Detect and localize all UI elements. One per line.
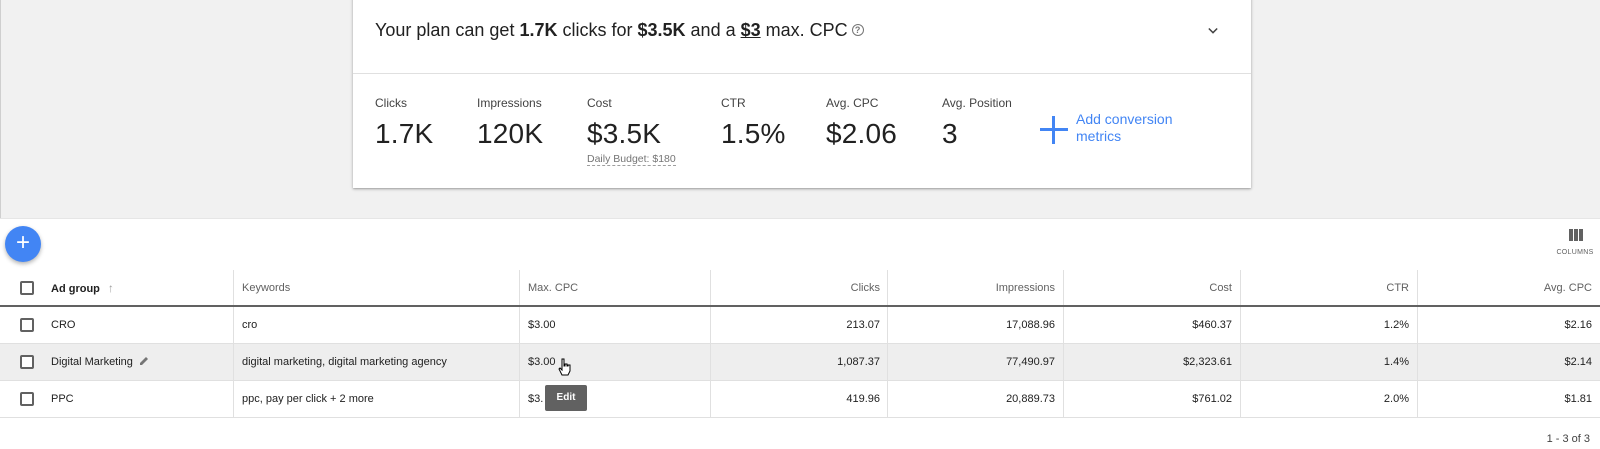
header-impressions[interactable]: Impressions (888, 270, 1064, 305)
row-select (0, 381, 44, 417)
plan-header[interactable]: Your plan can get 1.7K clicks for $3.5K … (353, 0, 1251, 74)
cell-clicks: 419.96 (711, 381, 888, 417)
cell-ctr: 1.2% (1241, 307, 1418, 343)
edit-tooltip: Edit (545, 385, 587, 411)
cell-avg-cpc: $2.14 (1564, 356, 1592, 368)
plan-title-mid2: and a (685, 20, 741, 40)
hand-cursor-icon (558, 358, 571, 376)
metric-avg-cpc: Avg. CPC $2.06 (826, 96, 897, 150)
metric-avg-position: Avg. Position 3 (942, 96, 1012, 150)
cell-impressions: 17,088.96 (888, 307, 1064, 343)
metric-label: Cost (587, 96, 612, 110)
row-select (0, 307, 44, 343)
plan-title-mid1: clicks for (557, 20, 638, 40)
metric-value: 1.5% (721, 118, 786, 149)
table-toolbar: + COLUMNS (0, 218, 1600, 270)
cell-max-cpc[interactable]: $3. (520, 381, 711, 417)
cell-ctr: 2.0% (1241, 381, 1418, 417)
add-conversion-label: Add conversion metrics (1076, 111, 1206, 145)
cell-max-cpc[interactable]: $3.00 (520, 344, 711, 380)
cell-ad-group[interactable]: CRO (44, 307, 234, 343)
add-conversion-line1: Add conversion (1076, 111, 1173, 127)
table-row[interactable]: Digital Marketing digital marketing, dig… (0, 344, 1600, 381)
chevron-down-icon[interactable] (1208, 26, 1218, 36)
metric-value: 1.7K (375, 118, 434, 149)
metric-ctr: CTR 1.5% (721, 96, 786, 150)
add-ad-group-button[interactable]: + (5, 226, 41, 262)
metric-value: 3 (942, 118, 958, 149)
header-cost[interactable]: Cost (1064, 270, 1241, 305)
plan-cost: $3.5K (637, 20, 686, 40)
cell-avg-cpc: $2.16 (1564, 319, 1592, 331)
row-select (0, 344, 44, 380)
metric-label: Avg. CPC (826, 96, 879, 110)
cell-impressions: 77,490.97 (888, 344, 1064, 380)
metric-clicks: Clicks 1.7K (375, 96, 433, 150)
header-select-all (0, 270, 44, 305)
pencil-icon[interactable] (139, 356, 149, 366)
add-conversion-line2: metrics (1076, 128, 1122, 144)
metric-value: 120K (477, 118, 544, 149)
columns-icon (1569, 229, 1583, 241)
header-ad-group-label: Ad group (51, 283, 100, 295)
metric-label: Impressions (477, 96, 542, 110)
plan-clicks: 1.7K (519, 20, 558, 40)
ad-group-name: Digital Marketing (51, 356, 133, 368)
table-header-row: Ad group ↑ Keywords Max. CPC Clicks Impre… (0, 270, 1600, 307)
sort-ascending-icon: ↑ (107, 281, 114, 295)
metric-impressions: Impressions 120K (477, 96, 543, 150)
plan-title-suffix: max. CPC (760, 20, 848, 40)
columns-button[interactable]: COLUMNS (1555, 229, 1595, 261)
metric-cost: Cost $3.5K (587, 96, 661, 150)
header-ad-group[interactable]: Ad group ↑ (44, 270, 234, 305)
cell-keywords[interactable]: digital marketing, digital marketing age… (234, 344, 520, 380)
header-clicks[interactable]: Clicks (711, 270, 888, 305)
cell-clicks: 213.07 (711, 307, 888, 343)
cell-cost: $460.37 (1064, 307, 1241, 343)
pagination-status: 1 - 3 of 3 (1546, 433, 1590, 445)
plan-title-prefix: Your plan can get (375, 20, 520, 40)
metric-label: CTR (721, 96, 746, 110)
cell-max-cpc[interactable]: $3.00 (520, 307, 711, 343)
metric-label: Avg. Position (942, 96, 1012, 110)
metric-value: $2.06 (826, 118, 898, 149)
plan-title: Your plan can get 1.7K clicks for $3.5K … (375, 20, 864, 41)
cell-cost: $761.02 (1064, 381, 1241, 417)
header-avg-cpc[interactable]: Avg. CPC (1543, 282, 1592, 294)
row-checkbox[interactable] (20, 318, 34, 332)
cell-keywords[interactable]: cro (234, 307, 520, 343)
columns-label: COLUMNS (1556, 249, 1594, 256)
header-max-cpc[interactable]: Max. CPC (520, 270, 711, 305)
row-checkbox[interactable] (20, 355, 34, 369)
cell-impressions: 20,889.73 (888, 381, 1064, 417)
cell-keywords[interactable]: ppc, pay per click + 2 more (234, 381, 520, 417)
plan-summary-card: Your plan can get 1.7K clicks for $3.5K … (353, 0, 1251, 188)
cell-cost: $2,323.61 (1064, 344, 1241, 380)
cell-ctr: 1.4% (1241, 344, 1418, 380)
cell-clicks: 1,087.37 (711, 344, 888, 380)
plan-max-cpc[interactable]: $3 (740, 20, 761, 40)
help-icon[interactable]: ? (851, 24, 864, 36)
plus-icon (1040, 116, 1068, 144)
plan-summary-area: Your plan can get 1.7K clicks for $3.5K … (0, 0, 1600, 218)
cell-avg-cpc: $1.81 (1564, 393, 1592, 405)
metric-value: $3.5K (587, 118, 662, 149)
header-ctr[interactable]: CTR (1241, 270, 1418, 305)
table-row[interactable]: PPC ppc, pay per click + 2 more $3. 419.… (0, 381, 1600, 418)
select-all-checkbox[interactable] (20, 281, 34, 295)
table-row[interactable]: CRO cro $3.00 213.07 17,088.96 $460.37 1… (0, 307, 1600, 344)
add-conversion-metrics-button[interactable]: Add conversion metrics (1040, 111, 1200, 152)
cell-ad-group[interactable]: Digital Marketing (44, 344, 234, 380)
metric-label: Clicks (375, 96, 407, 110)
header-keywords[interactable]: Keywords (234, 270, 520, 305)
row-checkbox[interactable] (20, 392, 34, 406)
daily-budget-link[interactable]: Daily Budget: $180 (587, 153, 676, 166)
cell-ad-group[interactable]: PPC (44, 381, 234, 417)
